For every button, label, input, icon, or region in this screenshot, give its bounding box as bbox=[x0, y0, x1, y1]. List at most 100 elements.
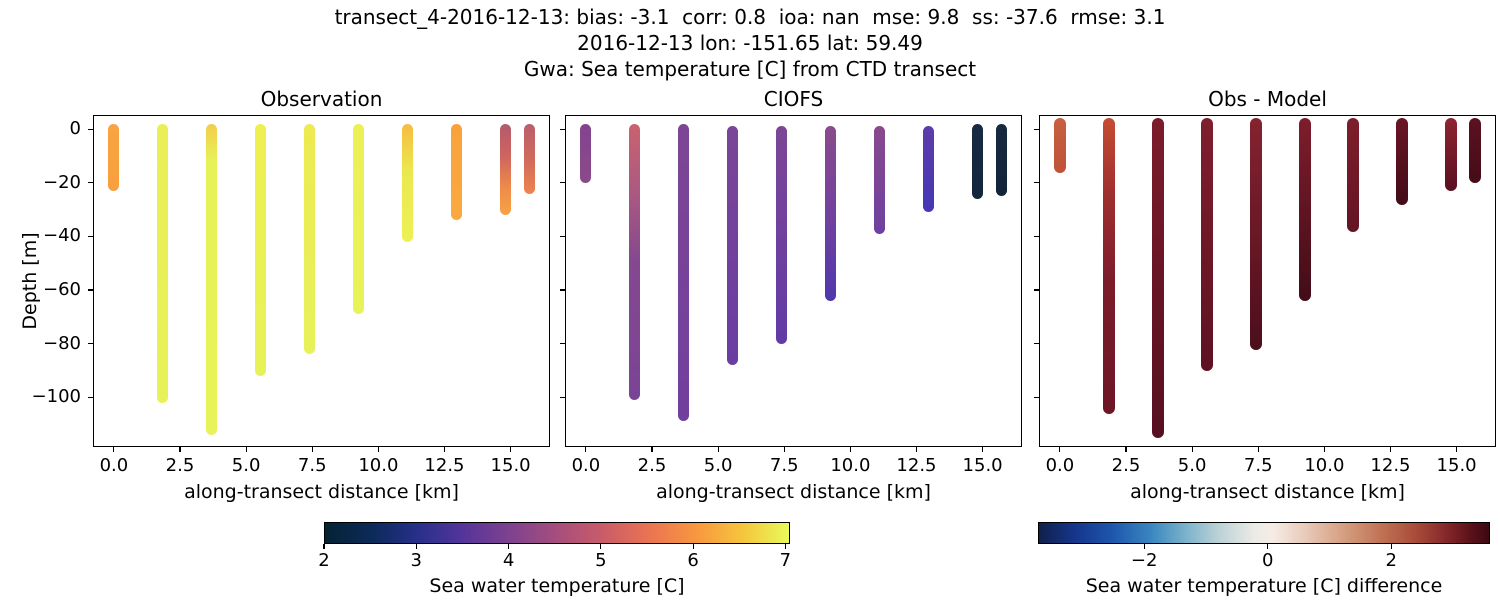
profile-column bbox=[401, 123, 413, 242]
x-tick-label: 0.0 bbox=[571, 455, 601, 476]
y-tick-label: 0 bbox=[69, 118, 81, 140]
y-tick-mark bbox=[88, 235, 93, 237]
x-tick-label: 7.5 bbox=[297, 455, 327, 476]
x-tick-label: 2.5 bbox=[1111, 455, 1141, 476]
x-tick-label: 2.5 bbox=[165, 455, 195, 476]
colorbar-difference bbox=[1038, 522, 1490, 544]
y-tick-mark bbox=[1034, 396, 1039, 398]
profile-column bbox=[678, 123, 690, 422]
y-tick-mark bbox=[560, 342, 565, 345]
panel-title-obs-model: Obs - Model bbox=[1208, 87, 1327, 111]
x-tick-mark bbox=[1257, 447, 1259, 452]
colorbar-tick-mark bbox=[323, 544, 325, 549]
profile-column bbox=[1469, 118, 1482, 184]
colorbar-tick-label: 0 bbox=[1261, 550, 1274, 571]
profile-column bbox=[499, 123, 511, 216]
profile-column bbox=[1249, 118, 1262, 350]
colorbar-label-difference: Sea water temperature [C] difference bbox=[1085, 575, 1443, 597]
x-tick-label: 0.0 bbox=[1045, 455, 1075, 476]
y-tick-mark bbox=[1034, 342, 1039, 345]
colorbar-tick-label: 7 bbox=[779, 550, 792, 571]
x-tick-mark bbox=[981, 447, 984, 452]
profile-column bbox=[1445, 118, 1458, 192]
colorbar-label-temperature: Sea water temperature [C] bbox=[429, 575, 685, 597]
profile-column bbox=[1151, 118, 1164, 438]
x-tick-label: 5.0 bbox=[231, 455, 261, 476]
x-tick-label: 12.5 bbox=[424, 455, 465, 476]
profile-column bbox=[1347, 118, 1360, 232]
y-tick-mark bbox=[560, 289, 565, 291]
y-tick-label: −100 bbox=[31, 386, 81, 408]
y-tick-mark bbox=[88, 342, 93, 345]
colorbar-tick-mark bbox=[600, 544, 602, 549]
colorbar-temperature bbox=[324, 522, 790, 544]
profile-column bbox=[353, 123, 365, 315]
y-tick-label: −40 bbox=[43, 225, 81, 247]
x-tick-label: 12.5 bbox=[896, 455, 937, 476]
profile-column bbox=[157, 123, 169, 403]
profile-column bbox=[450, 123, 462, 221]
x-tick-label: 10.0 bbox=[358, 455, 399, 476]
y-tick-mark bbox=[1034, 289, 1039, 291]
x-tick-mark bbox=[849, 447, 851, 452]
x-tick-label: 5.0 bbox=[1177, 455, 1207, 476]
colorbar-tick-label: 2 bbox=[318, 550, 330, 571]
profile-column bbox=[825, 126, 837, 301]
plot-area-observation bbox=[93, 115, 550, 447]
profile-column bbox=[922, 126, 934, 213]
y-tick-mark bbox=[1034, 128, 1039, 130]
profile-column bbox=[206, 123, 218, 435]
figure-title-stats: transect_4-2016-12-13: bias: -3.1 corr: … bbox=[334, 5, 1166, 29]
y-tick-mark bbox=[1034, 235, 1039, 237]
profile-column bbox=[1200, 118, 1213, 371]
x-axis-label-obs-model: along-transect distance [km] bbox=[1130, 481, 1405, 503]
figure-title-datetime-location: 2016-12-13 lon: -151.65 lat: 59.49 bbox=[577, 31, 923, 55]
x-tick-mark bbox=[179, 447, 181, 452]
x-tick-label: 12.5 bbox=[1370, 455, 1411, 476]
x-tick-mark bbox=[1125, 447, 1127, 452]
profile-column bbox=[776, 126, 788, 344]
colorbar-tick-mark bbox=[1267, 544, 1269, 549]
profile-column bbox=[727, 126, 739, 366]
profile-column bbox=[1053, 118, 1066, 173]
x-tick-label: 7.5 bbox=[769, 455, 799, 476]
x-tick-mark bbox=[509, 447, 512, 452]
y-tick-mark bbox=[560, 396, 565, 398]
y-tick-mark bbox=[88, 128, 93, 130]
y-tick-mark bbox=[88, 289, 93, 291]
y-tick-mark bbox=[1034, 182, 1039, 184]
profile-column bbox=[629, 123, 641, 400]
x-tick-label: 10.0 bbox=[830, 455, 871, 476]
y-tick-label: −20 bbox=[43, 171, 81, 193]
y-tick-mark bbox=[560, 182, 565, 184]
colorbar-tick-mark bbox=[415, 544, 417, 549]
colorbar-tick-label: 4 bbox=[502, 550, 515, 571]
colorbar-tick-mark bbox=[1390, 544, 1392, 549]
profile-column bbox=[1102, 118, 1115, 414]
x-tick-mark bbox=[717, 447, 719, 452]
x-tick-mark bbox=[377, 447, 379, 452]
x-axis-label-observation: along-transect distance [km] bbox=[184, 481, 459, 503]
colorbar-tick-mark bbox=[784, 544, 786, 549]
colorbar-tick-label: 3 bbox=[410, 550, 422, 571]
figure-title-variable: Gwa: Sea temperature [C] from CTD transe… bbox=[523, 57, 977, 81]
y-tick-mark bbox=[560, 235, 565, 237]
x-tick-mark bbox=[585, 447, 587, 452]
profile-column bbox=[873, 126, 885, 234]
profile-column bbox=[580, 123, 592, 183]
x-tick-mark bbox=[311, 447, 313, 452]
y-tick-mark bbox=[88, 182, 93, 184]
x-tick-mark bbox=[651, 447, 653, 452]
panel-title-observation: Observation bbox=[260, 87, 383, 111]
profile-column bbox=[1298, 118, 1311, 302]
y-tick-label: −60 bbox=[43, 278, 81, 300]
x-tick-mark bbox=[1191, 447, 1193, 452]
y-tick-label: −80 bbox=[43, 332, 81, 354]
y-tick-mark bbox=[560, 128, 565, 130]
x-axis-label-ciofs: along-transect distance [km] bbox=[656, 481, 931, 503]
colorbar-tick-label: 6 bbox=[687, 550, 699, 571]
x-tick-label: 0.0 bbox=[99, 455, 129, 476]
panel-title-ciofs: CIOFS bbox=[763, 87, 824, 111]
profile-column bbox=[1396, 118, 1409, 205]
profile-column bbox=[995, 123, 1007, 197]
